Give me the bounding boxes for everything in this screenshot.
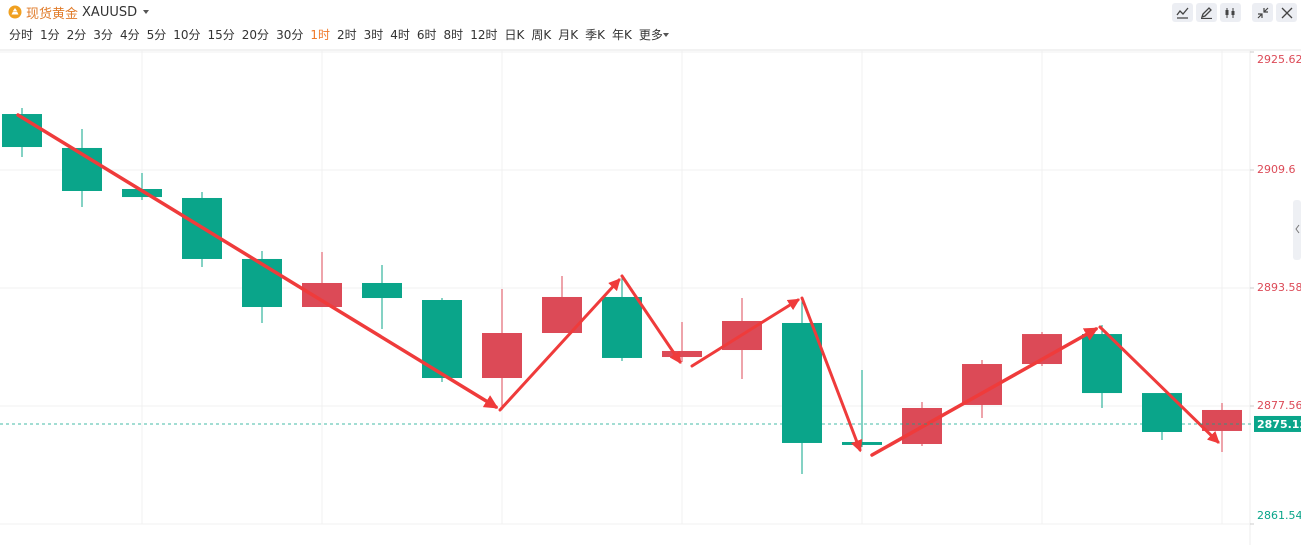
close-button[interactable] bbox=[1276, 3, 1297, 22]
candle-body bbox=[1142, 393, 1182, 433]
fullscreen-button[interactable] bbox=[1252, 3, 1273, 22]
timeframe-option[interactable]: 月K bbox=[558, 28, 579, 42]
indicator-button[interactable] bbox=[1172, 3, 1193, 22]
timeframe-option[interactable]: 20分 bbox=[241, 28, 270, 42]
last-price-tag bbox=[1254, 415, 1301, 432]
timeframe-option[interactable]: 8时 bbox=[443, 28, 464, 42]
timeframe-option[interactable]: 1时 bbox=[310, 28, 330, 42]
chart-type-button[interactable] bbox=[1220, 3, 1241, 22]
symbol-code: XAUUSD bbox=[82, 4, 138, 20]
timeframe-option[interactable]: 更多 bbox=[638, 28, 663, 42]
candle-body bbox=[1202, 409, 1242, 431]
more-caret bbox=[662, 32, 669, 37]
timeframe-option[interactable]: 4时 bbox=[390, 28, 410, 42]
candle-body bbox=[2, 114, 42, 148]
candle-body bbox=[602, 296, 642, 358]
y-tick-label: 2925.62 bbox=[1257, 53, 1301, 66]
timeframe-option[interactable]: 2时 bbox=[336, 28, 357, 42]
candle-body bbox=[782, 322, 822, 443]
grid bbox=[0, 51, 1250, 525]
dropdown-caret bbox=[143, 10, 150, 14]
candle-body bbox=[242, 258, 282, 308]
trend-arrows bbox=[16, 113, 1220, 457]
timeframe-option[interactable]: 周K bbox=[531, 28, 552, 42]
timeframe-option[interactable]: 日K bbox=[504, 28, 525, 42]
timeframe-option[interactable]: 1分 bbox=[40, 28, 60, 42]
timeframe-option[interactable]: 5分 bbox=[146, 28, 167, 42]
timeframe-option[interactable]: 30分 bbox=[276, 28, 304, 42]
y-tick-label: 2877.56 bbox=[1257, 399, 1301, 412]
toolbar bbox=[1172, 3, 1297, 22]
timeframe-option[interactable]: 年K bbox=[611, 28, 632, 42]
symbol-icon bbox=[8, 5, 22, 19]
candle-body bbox=[362, 282, 402, 299]
timeframe-option[interactable]: 2分 bbox=[66, 28, 87, 42]
timeframe-bar: 分时 1分 2分 3分 4分 5分 10分 15分 20分 30分 1时 2时 3时 4时 6时 8时 12时日… bbox=[9, 26, 669, 43]
y-tick-label: 2909.6 bbox=[1257, 163, 1296, 176]
symbol-selector[interactable]: 现货黄金 XAUUSD bbox=[8, 2, 150, 22]
timeframe-option[interactable]: 4分 bbox=[119, 28, 140, 42]
candle-body bbox=[842, 442, 882, 445]
candles bbox=[2, 107, 1242, 474]
timeframe-option[interactable]: 3分 bbox=[93, 28, 113, 42]
timeframe-option[interactable]: 分时 bbox=[9, 28, 34, 42]
y-tick-label: 2893.58 bbox=[1257, 281, 1301, 294]
candle-body bbox=[482, 333, 522, 379]
timeframe-option[interactable]: 3时 bbox=[363, 28, 384, 42]
timeframe-option[interactable]: 季K bbox=[585, 28, 605, 42]
symbol-name: 现货黄金 bbox=[26, 6, 79, 22]
draw-button[interactable] bbox=[1196, 3, 1217, 22]
timeframe-option[interactable]: 6时 bbox=[416, 28, 437, 42]
candle-body bbox=[122, 189, 162, 198]
candle-body bbox=[302, 282, 342, 308]
candle-body bbox=[662, 350, 702, 358]
timeframe-option[interactable]: 15分 bbox=[207, 28, 235, 42]
side-tab-icon bbox=[1295, 224, 1300, 234]
last-price-label: 2875.12 bbox=[1257, 418, 1301, 431]
y-tick-label: 2861.54 bbox=[1257, 509, 1301, 522]
timeframe-option[interactable]: 10分 bbox=[173, 28, 201, 42]
timeframe-option[interactable]: 12时 bbox=[470, 28, 498, 42]
price-axis: 2861.54 2877.56 2893.58 2909.6 2925.62 2875.1… bbox=[0, 51, 1301, 525]
